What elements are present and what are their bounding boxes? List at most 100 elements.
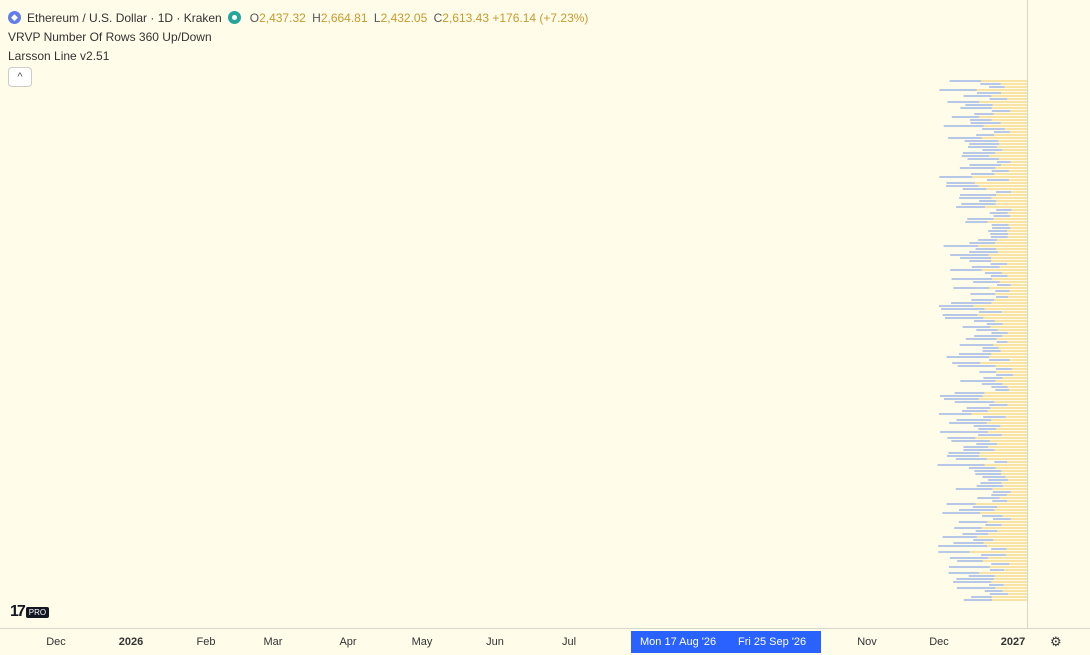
volume-bar-up — [1009, 563, 1027, 565]
range-end-label: Fri 25 Sep '26 — [738, 636, 807, 648]
volume-bar-up — [982, 395, 1027, 397]
volume-bar-down — [971, 266, 1000, 268]
volume-bar-down — [968, 467, 996, 469]
volume-bar-down — [948, 452, 980, 454]
volume-bar-up — [995, 587, 1027, 589]
time-axis[interactable]: Dec 2026 Feb Mar Apr May Jun Jul Mon 17 … — [0, 628, 1090, 655]
volume-bar-up — [980, 362, 1027, 364]
volume-bar-up — [1000, 425, 1027, 427]
volume-bar-up — [975, 503, 1027, 505]
volume-bar-down — [968, 575, 995, 577]
indicator-larsson[interactable]: Larsson Line v2.51 — [8, 48, 110, 63]
symbol-title[interactable]: Ethereum / U.S. Dollar · 1D · Kraken — [27, 10, 222, 25]
volume-bar-down — [963, 95, 992, 97]
volume-bar-down — [938, 551, 970, 553]
tradingview-logo[interactable]: 17 PRO — [10, 603, 50, 621]
volume-bar-up — [991, 260, 1027, 262]
volume-bar-down — [947, 437, 976, 439]
volume-bar-down — [990, 263, 1007, 265]
volume-bar-down — [989, 404, 1008, 406]
volume-bar-up — [979, 101, 1027, 103]
volume-bar-down — [949, 557, 988, 559]
volume-bar-down — [956, 206, 986, 208]
volume-bar-down — [991, 332, 1008, 334]
volume-bar-down — [965, 221, 988, 223]
volume-bar-up — [979, 572, 1027, 574]
volume-bar-up — [997, 530, 1027, 532]
volume-bar-up — [981, 80, 1027, 82]
volume-bar-up — [1005, 416, 1027, 418]
volume-bar-down — [986, 179, 1009, 181]
volume-bar-up — [991, 95, 1027, 97]
volume-bar-down — [996, 209, 1012, 211]
volume-bar-up — [1012, 374, 1027, 376]
volume-bar-down — [942, 314, 978, 316]
volume-bar-up — [993, 344, 1027, 346]
volume-bar-down — [993, 131, 1010, 133]
volume-bar-down — [958, 353, 992, 355]
volume-bar-down — [965, 338, 997, 340]
volume-bar-down — [960, 257, 992, 259]
volume-bar-down — [954, 527, 982, 529]
volume-bar-up — [1008, 479, 1027, 481]
volume-bar-down — [989, 212, 1008, 214]
indicator-vrvp[interactable]: VRVP Number Of Rows 360 Up/Down — [8, 29, 212, 44]
volume-bar-up — [997, 443, 1027, 445]
volume-bar-down — [960, 107, 992, 109]
volume-bar-up — [976, 536, 1027, 538]
volume-bar-up — [976, 89, 1027, 91]
volume-bar-up — [973, 305, 1027, 307]
gear-icon[interactable]: ⚙ — [1050, 634, 1062, 649]
volume-bar-up — [1007, 341, 1027, 343]
volume-bar-down — [952, 362, 981, 364]
price-axis[interactable]: 4,000.003,800.003,600.003,400.003,200.00… — [1027, 0, 1090, 628]
volume-bar-down — [939, 176, 973, 178]
volume-bar-down — [993, 518, 1011, 520]
market-status-icon[interactable] — [227, 11, 241, 24]
volume-bar-up — [991, 581, 1027, 583]
volume-bar-up — [996, 338, 1027, 340]
volume-bar-up — [1007, 236, 1027, 238]
volume-bar-down — [942, 536, 977, 538]
volume-bar-down — [986, 323, 1003, 325]
volume-bar-down — [959, 344, 994, 346]
volume-bar-down — [969, 260, 992, 262]
volume-bar-down — [964, 140, 999, 142]
volume-bar-down — [989, 98, 1008, 100]
volume-bar-down — [940, 431, 988, 433]
volume-bar-up — [995, 380, 1027, 382]
chart-area[interactable]: ◆ Ethereum / U.S. Dollar · 1D · Kraken O… — [0, 0, 1027, 628]
volume-bar-down — [965, 104, 993, 106]
volume-bar-down — [946, 185, 979, 187]
volume-bar-up — [1009, 389, 1027, 391]
volume-bar-down — [978, 434, 1002, 436]
volume-bar-up — [993, 218, 1027, 220]
volume-bar-down — [990, 236, 1008, 238]
volume-bar-up — [1009, 131, 1027, 133]
volume-bar-up — [996, 146, 1027, 148]
volume-bar-up — [998, 140, 1027, 142]
volume-bar-up — [996, 428, 1027, 430]
price-chart[interactable] — [0, 0, 1027, 628]
volume-bar-up — [987, 221, 1027, 223]
volume-bar-down — [937, 464, 985, 466]
volume-bar-up — [1007, 404, 1027, 406]
volume-bar-down — [976, 443, 998, 445]
time-range-selection[interactable]: Mon 17 Aug '26 Fri 25 Sep '26 — [631, 631, 821, 653]
volume-bar-up — [986, 545, 1027, 547]
volume-bar-down — [940, 395, 983, 397]
volume-bar-down — [982, 347, 999, 349]
volume-bar-up — [1001, 473, 1027, 475]
chevron-up-icon: ^ — [17, 71, 23, 83]
volume-bar-up — [1010, 284, 1027, 286]
volume-bar-up — [1010, 491, 1027, 493]
volume-bar-down — [963, 446, 989, 448]
change-value: +176.14 (+7.23%) — [492, 10, 589, 25]
volume-bar-down — [991, 548, 1007, 550]
volume-bar-up — [981, 269, 1027, 271]
volume-bar-down — [948, 137, 982, 139]
volume-bar-down — [975, 473, 1002, 475]
volume-bar-up — [1000, 350, 1027, 352]
collapse-legend-button[interactable]: ^ — [8, 67, 32, 87]
volume-bar-down — [991, 110, 1011, 112]
